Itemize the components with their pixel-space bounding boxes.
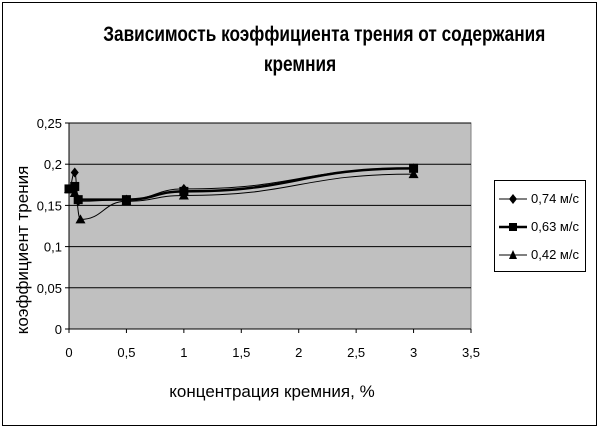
- x-tick-label: 0,5: [117, 345, 135, 360]
- x-tick-labels: 0 0,5 1 1,5 2 2,5 3 3,5: [65, 345, 480, 360]
- data-point-triangle: [64, 183, 74, 193]
- legend-marker-diamond: [499, 194, 527, 204]
- x-axis-label: концентрация кремния, %: [169, 382, 374, 401]
- legend-label-1: 0,74 м/с: [531, 191, 579, 206]
- x-tick-label: 1: [180, 345, 187, 360]
- y-tick-label: 0,25: [37, 116, 62, 131]
- legend-marker-square: [499, 223, 527, 231]
- data-point-square: [73, 195, 83, 205]
- legend-label-2: 0,63 м/с: [531, 219, 579, 234]
- series-group: [64, 163, 419, 224]
- y-tick-label: 0,15: [37, 198, 62, 213]
- legend-marker-triangle: [499, 250, 527, 259]
- legend: 0,74 м/с 0,63 м/с 0,42 м/с: [494, 180, 586, 272]
- x-tick-label: 3: [410, 345, 417, 360]
- x-tick-label: 0: [65, 345, 72, 360]
- y-axis-label: коэффициент трения: [13, 166, 32, 335]
- legend-item-3: 0,42 м/с: [495, 245, 587, 265]
- y-tick-label: 0,2: [44, 157, 62, 172]
- legend-item-2: 0,63 м/с: [495, 217, 587, 237]
- grid-lines: [65, 122, 472, 333]
- data-point-triangle: [178, 190, 189, 200]
- data-point-square: [70, 181, 80, 191]
- y-tick-labels: 0 0,05 0,1 0,15 0,2 0,25: [37, 116, 62, 337]
- chart-title-line-1: Зависимость коэффициента трения от содер…: [103, 23, 546, 46]
- data-point-triangle: [121, 196, 132, 206]
- legend-item-1: 0,74 м/с: [495, 189, 587, 209]
- y-tick-label: 0,1: [44, 240, 62, 255]
- x-tick-label: 2,5: [347, 345, 365, 360]
- plot-area: [68, 122, 472, 330]
- x-tick-label: 3,5: [462, 345, 480, 360]
- y-tick-label: 0,05: [37, 281, 62, 296]
- x-tick-label: 1,5: [232, 345, 250, 360]
- chart-title: Зависимость коэффициента трения от содер…: [103, 20, 546, 80]
- data-point-triangle: [408, 169, 419, 179]
- legend-label-3: 0,42 м/с: [531, 247, 579, 262]
- x-tick-label: 2: [295, 345, 302, 360]
- data-point-square: [409, 163, 419, 173]
- data-point-triangle: [75, 214, 86, 224]
- data-point-diamond: [70, 167, 79, 178]
- chart-title-line-2: кремния: [263, 53, 337, 76]
- data-point-triangle: [69, 188, 80, 198]
- y-tick-label: 0: [55, 322, 62, 337]
